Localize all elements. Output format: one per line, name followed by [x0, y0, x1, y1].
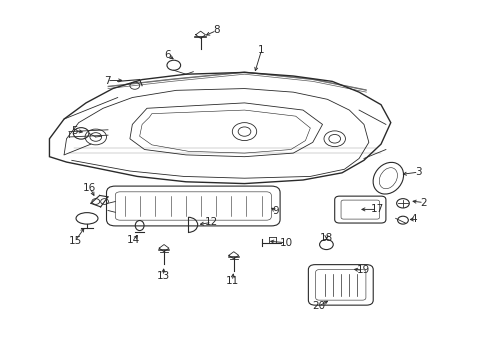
Text: 13: 13 [156, 271, 169, 281]
Text: 17: 17 [370, 204, 383, 215]
Text: 19: 19 [356, 265, 369, 275]
Text: 2: 2 [420, 198, 427, 208]
Text: 7: 7 [103, 76, 110, 86]
Text: 14: 14 [127, 235, 140, 245]
Text: 16: 16 [83, 183, 96, 193]
Text: 9: 9 [272, 206, 279, 216]
Text: 6: 6 [164, 50, 171, 60]
Text: 3: 3 [414, 167, 421, 177]
Text: 5: 5 [71, 126, 78, 135]
Text: 20: 20 [311, 301, 325, 311]
Text: 15: 15 [68, 236, 82, 246]
Text: 4: 4 [410, 215, 417, 224]
Text: 8: 8 [213, 26, 220, 35]
Text: 10: 10 [279, 238, 292, 248]
Text: 1: 1 [258, 45, 264, 55]
Text: 18: 18 [319, 233, 332, 243]
Text: 12: 12 [205, 217, 218, 227]
Text: 11: 11 [225, 276, 239, 286]
